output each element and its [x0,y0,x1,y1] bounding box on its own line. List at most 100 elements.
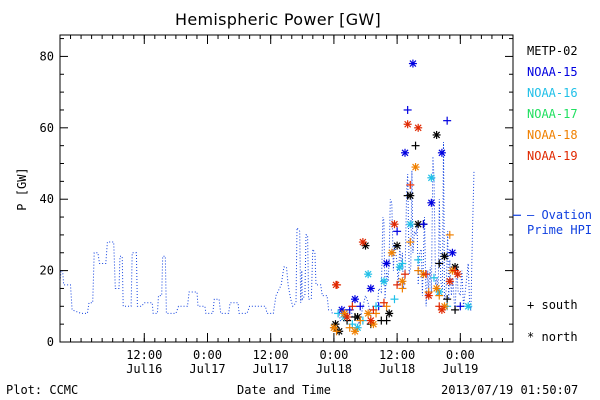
north-point [427,173,436,182]
y-tick-label: 80 [40,49,54,63]
x-tick-label-time: 0:00 [446,348,475,362]
x-tick-label-time: 12:00 [379,348,415,362]
south-point [379,298,388,307]
south-point [435,291,444,300]
x-tick-label-date: Jul18 [379,362,415,376]
axes: 02040608012:00Jul160:00Jul1712:00Jul170:… [40,34,521,376]
south-point [356,316,365,325]
y-axis-label: P [GW] [15,167,29,211]
north-point [366,284,375,293]
x-tick-label-date: Jul18 [316,362,352,376]
south-point [393,227,402,236]
y-tick-label: 40 [40,192,54,206]
north-point [401,148,410,157]
south-point [348,302,357,311]
north-point [453,270,462,279]
ovation-legend-line1: – Ovation [527,208,593,222]
x-tick-label-date: Jul19 [442,362,478,376]
south-point [456,302,465,311]
north-point [387,248,396,257]
north-point [350,327,359,336]
timestamp: 2013/07/19 01:50:07 [441,383,579,397]
south-point [398,284,407,293]
south-point [345,323,354,332]
north-point [408,59,417,68]
south-point [393,280,402,289]
x-tick-label-time: 12:00 [253,348,289,362]
south-label: south [541,298,578,312]
south-point [369,305,378,314]
south-point [356,302,365,311]
north-point [343,313,352,322]
north-point [364,309,373,318]
north-point [440,252,449,261]
legend-noaa-17: NOAA-17 [527,107,578,121]
ovation-series-line [59,142,475,327]
north-point [424,291,433,300]
north-point [358,238,367,247]
x-axis-label: Date and Time [237,383,331,397]
south-point [406,180,415,189]
north-point [385,309,394,318]
south-point [414,255,423,264]
plot-frame [59,34,514,343]
x-tick-label-time: 12:00 [126,348,162,362]
north-point [364,270,373,279]
south-point [401,270,410,279]
south-point [445,230,454,239]
ovation-hpi-line [59,142,475,327]
legend-noaa-18: NOAA-18 [527,128,578,142]
plus-icon: + [527,298,535,312]
asterisk-icon: * [527,330,535,344]
north-point [406,220,415,229]
south-point [411,141,420,150]
north-point [411,163,420,172]
north-point [437,148,446,157]
south-point [414,266,423,275]
north-point [395,263,404,272]
y-tick-label: 0 [47,335,54,349]
south-point [382,316,391,325]
north-point [332,280,341,289]
north-point [361,241,370,250]
north-point [350,295,359,304]
north-point [445,277,454,286]
x-tick-label-date: Jul17 [253,362,289,376]
north-point [379,277,388,286]
north-point [427,198,436,207]
south-point [429,273,438,282]
north-point [366,316,375,325]
south-point [451,305,460,314]
data-points [329,59,473,336]
x-tick-label-time: 0:00 [193,348,222,362]
north-point [403,120,412,129]
north-marker-legend: * north [527,330,578,344]
plot-credit: Plot: CCMC [6,383,79,397]
x-tick-label-date: Jul17 [189,362,225,376]
south-point [419,220,428,229]
legend-noaa-16: NOAA-16 [527,86,578,100]
x-tick-label-date: Jul16 [126,362,162,376]
north-point [437,305,446,314]
south-point [403,105,412,114]
ovation-legend-line2: Prime HPI [527,223,593,237]
south-marker-legend: + south [527,298,578,312]
x-tick-label-time: 0:00 [319,348,348,362]
north-point [406,191,415,200]
south-point [406,238,415,247]
south-point [443,295,452,304]
y-tick-label: 60 [40,121,54,135]
south-point [390,295,399,304]
chart-title: Hemispheric Power [GW] [175,10,382,29]
south-point [422,270,431,279]
north-point [448,248,457,257]
north-point [393,241,402,250]
north-label: north [541,330,578,344]
legend-noaa-19: NOAA-19 [527,149,578,163]
y-tick-label: 20 [40,264,54,278]
south-point [443,116,452,125]
legend-noaa-15: NOAA-15 [527,65,578,79]
north-point [329,323,338,332]
north-point [432,284,441,293]
